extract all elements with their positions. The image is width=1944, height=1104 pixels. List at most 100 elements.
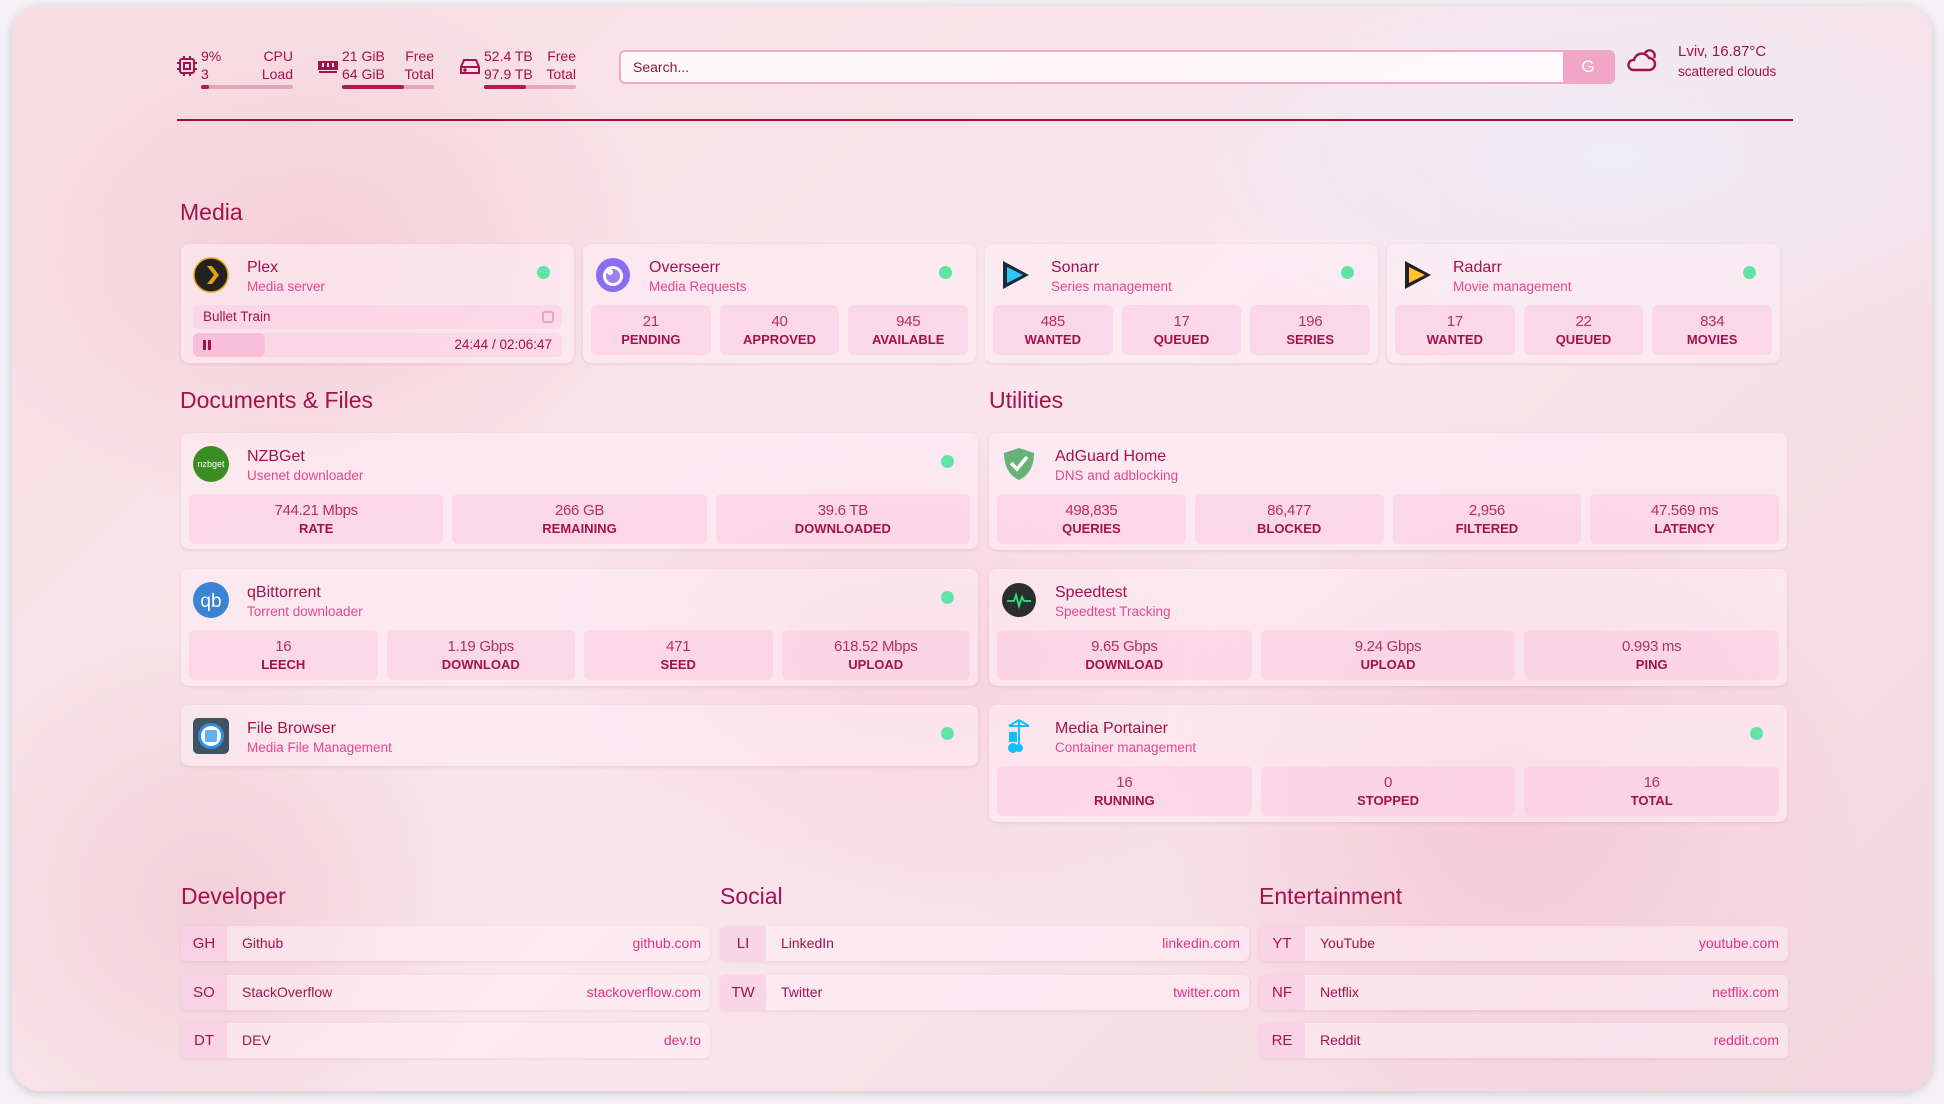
stat-block: 471 SEED: [584, 630, 773, 680]
service-name[interactable]: Sonarr: [1051, 259, 1100, 276]
bookmark-url[interactable]: dev.to: [663, 1032, 701, 1048]
playback-time: 24:44 / 02:06:47: [454, 337, 552, 352]
status-indicator: [1341, 266, 1354, 279]
google-search-button[interactable]: G: [1563, 52, 1613, 82]
bookmark-name: Github: [242, 935, 284, 951]
service-stats: 744.21 Mbps RATE 266 GB REMAINING 39.6 TB DOW…: [189, 494, 970, 544]
service-stats: 16 RUNNING 0 STOPPED 16 TOTAL: [997, 766, 1780, 816]
service-name[interactable]: qBittorrent: [247, 584, 321, 601]
bookmark-linkedin[interactable]: LI LinkedIn linkedin.com: [720, 926, 1249, 961]
bookmark-name: Twitter: [781, 983, 823, 1000]
stat-value: 39.6 TB: [817, 502, 868, 519]
disk-free: 52.4 TB: [484, 48, 533, 64]
service-card-plex[interactable]: Plex Media server Bullet Train 24:44 / 02:0…: [181, 244, 574, 363]
bookmark-github[interactable]: GH Github github.com: [181, 926, 710, 961]
stat-label: LATENCY: [1654, 521, 1715, 536]
service-description: Usenet downloader: [247, 468, 364, 483]
svg-text:qb: qb: [200, 591, 221, 612]
service-card-nzbget[interactable]: nzbget NZBGet Usenet downloader 744.21 Mbps…: [181, 433, 978, 549]
cpu-bar-fill: [201, 85, 210, 89]
bookmark-abbr: TW: [720, 974, 766, 1010]
status-indicator: [1750, 727, 1763, 740]
bookmark-url[interactable]: stackoverflow.com: [586, 983, 701, 1000]
stat-label: UPLOAD: [1360, 657, 1416, 672]
stat-block: 17 QUEUED: [1121, 305, 1242, 355]
radarr-icon: [1399, 257, 1435, 293]
overseerr-icon: [595, 257, 631, 293]
stat-value: 47.569 ms: [1650, 502, 1719, 519]
service-stats: 16 LEECH 1.19 Gbps DOWNLOAD 471 SEED 618.52 Mb…: [189, 630, 970, 680]
stat-value: 485: [1040, 313, 1065, 330]
bookmark-url[interactable]: github.com: [632, 935, 701, 951]
service-name[interactable]: Speedtest: [1055, 584, 1128, 601]
service-name[interactable]: File Browser: [247, 720, 336, 737]
service-description: Torrent downloader: [247, 604, 363, 619]
stat-value: 0.993 ms: [1622, 638, 1682, 655]
stat-value: 498,835: [1065, 502, 1118, 519]
stat-label: FILTERED: [1455, 521, 1519, 536]
stat-label: QUERIES: [1062, 521, 1121, 536]
pause-icon[interactable]: [203, 340, 211, 350]
cpu-bar: [201, 85, 293, 89]
bookmark-url[interactable]: reddit.com: [1713, 1032, 1779, 1048]
bookmark-dev[interactable]: DT DEV dev.to: [181, 1023, 710, 1058]
service-card-sonarr[interactable]: Sonarr Series management 485 WANTED 17 QUEUED…: [985, 244, 1378, 363]
service-name[interactable]: NZBGet: [247, 448, 305, 465]
stat-value: 266 GB: [554, 502, 605, 519]
stat-label: REMAINING: [542, 521, 617, 536]
filebrowser-icon: [193, 718, 229, 754]
load-label: Load: [261, 66, 293, 82]
service-card-radarr[interactable]: Radarr Movie management 17 WANTED 22 QUEUED 83…: [1387, 244, 1780, 363]
bookmark-url[interactable]: netflix.com: [1712, 983, 1779, 1000]
stat-label: WANTED: [1426, 332, 1483, 347]
service-card-adguard-home[interactable]: AdGuard Home DNS and adblocking 498,835 QUE…: [989, 433, 1787, 550]
total-label: Total: [404, 66, 434, 82]
bookmark-name: LinkedIn: [781, 935, 834, 951]
stat-value: 17: [1446, 313, 1463, 330]
bookmark-reddit[interactable]: RE Reddit reddit.com: [1259, 1023, 1788, 1058]
bookmark-netflix[interactable]: NF Netflix netflix.com: [1259, 974, 1788, 1010]
bookmark-stackoverflow[interactable]: SO StackOverflow stackoverflow.com: [181, 974, 710, 1010]
stat-value: 744.21 Mbps: [274, 502, 358, 519]
stat-block: 1.19 Gbps DOWNLOAD: [386, 630, 575, 680]
bookmark-abbr: DT: [181, 1023, 227, 1058]
stat-block: 21 PENDING: [591, 305, 711, 355]
service-description: Media Requests: [649, 279, 747, 294]
stream-info-icon[interactable]: [542, 311, 554, 323]
service-description: Media File Management: [247, 740, 392, 755]
service-card-file-browser[interactable]: File Browser Media File Management: [181, 705, 978, 766]
service-name[interactable]: Overseerr: [649, 259, 721, 276]
bookmark-twitter[interactable]: TW Twitter twitter.com: [720, 974, 1249, 1010]
service-description: Container management: [1055, 740, 1197, 755]
section-title-documents: Documents & Files: [180, 387, 374, 413]
free-label: Free: [405, 48, 434, 64]
stat-label: UPLOAD: [848, 657, 904, 672]
service-card-speedtest[interactable]: Speedtest Speedtest Tracking 9.65 Gbps DOWN…: [989, 569, 1787, 686]
portainer-icon: [1001, 718, 1037, 754]
service-name[interactable]: Media Portainer: [1055, 720, 1168, 737]
bookmark-url[interactable]: youtube.com: [1698, 935, 1779, 951]
disk-icon: [460, 59, 480, 74]
bookmark-name: Netflix: [1320, 983, 1359, 1000]
weather-description: scattered clouds: [1678, 64, 1777, 79]
service-card-media-portainer[interactable]: Media Portainer Container management 16 RUN…: [989, 705, 1787, 822]
service-name[interactable]: Plex: [247, 259, 279, 276]
service-card-overseerr[interactable]: Overseerr Media Requests 21 PENDING 40 APPROV…: [583, 244, 976, 363]
stat-value: 0: [1383, 774, 1393, 791]
bookmark-url[interactable]: linkedin.com: [1162, 935, 1240, 951]
playback-progress[interactable]: 24:44 / 02:06:47: [193, 333, 562, 357]
service-name[interactable]: Radarr: [1453, 259, 1502, 276]
bookmark-abbr: RE: [1259, 1023, 1305, 1058]
cloud-icon: [1627, 49, 1657, 72]
bookmark-abbr: SO: [181, 974, 227, 1010]
stat-block: 17 WANTED: [1395, 305, 1515, 355]
stat-block: 9.24 Gbps UPLOAD: [1260, 630, 1516, 680]
stat-block: 2,956 FILTERED: [1392, 494, 1582, 544]
bookmark-youtube[interactable]: YT YouTube youtube.com: [1259, 926, 1788, 961]
search-input[interactable]: [621, 52, 1561, 82]
service-card-qbittorrent[interactable]: qb qBittorrent Torrent downloader 16 LEECH 1.…: [181, 569, 978, 686]
service-description: Movie management: [1453, 279, 1572, 294]
bookmark-url[interactable]: twitter.com: [1173, 983, 1240, 1000]
stat-label: SERIES: [1286, 332, 1335, 347]
service-name[interactable]: AdGuard Home: [1055, 448, 1167, 465]
